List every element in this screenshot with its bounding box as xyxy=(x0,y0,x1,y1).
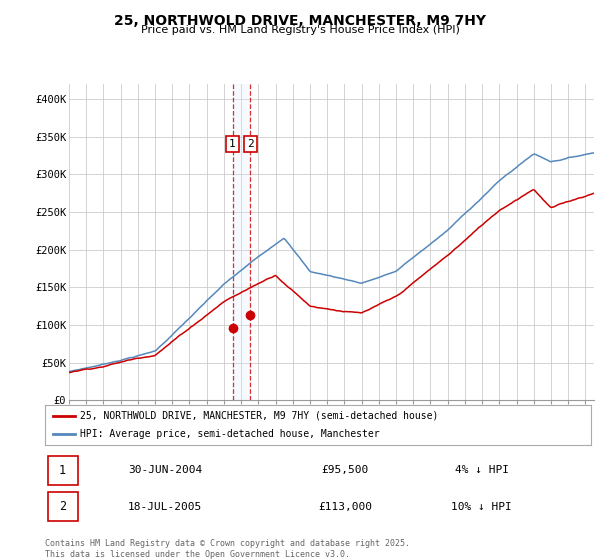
Text: 10% ↓ HPI: 10% ↓ HPI xyxy=(451,502,512,511)
Text: Price paid vs. HM Land Registry's House Price Index (HPI): Price paid vs. HM Land Registry's House … xyxy=(140,25,460,35)
FancyBboxPatch shape xyxy=(48,456,78,484)
Text: 2: 2 xyxy=(247,139,254,150)
Text: Contains HM Land Registry data © Crown copyright and database right 2025.
This d: Contains HM Land Registry data © Crown c… xyxy=(45,539,410,559)
Text: 2: 2 xyxy=(59,500,66,513)
Text: 18-JUL-2005: 18-JUL-2005 xyxy=(128,502,202,511)
Text: 1: 1 xyxy=(229,139,236,150)
Text: 25, NORTHWOLD DRIVE, MANCHESTER, M9 7HY: 25, NORTHWOLD DRIVE, MANCHESTER, M9 7HY xyxy=(114,14,486,28)
Text: 25, NORTHWOLD DRIVE, MANCHESTER, M9 7HY (semi-detached house): 25, NORTHWOLD DRIVE, MANCHESTER, M9 7HY … xyxy=(80,411,439,421)
Text: 4% ↓ HPI: 4% ↓ HPI xyxy=(455,465,509,475)
Text: £113,000: £113,000 xyxy=(319,502,372,511)
Text: HPI: Average price, semi-detached house, Manchester: HPI: Average price, semi-detached house,… xyxy=(80,430,380,439)
Text: 1: 1 xyxy=(59,464,66,477)
Text: 30-JUN-2004: 30-JUN-2004 xyxy=(128,465,202,475)
Bar xyxy=(233,84,250,400)
FancyBboxPatch shape xyxy=(48,492,78,521)
Text: £95,500: £95,500 xyxy=(322,465,369,475)
